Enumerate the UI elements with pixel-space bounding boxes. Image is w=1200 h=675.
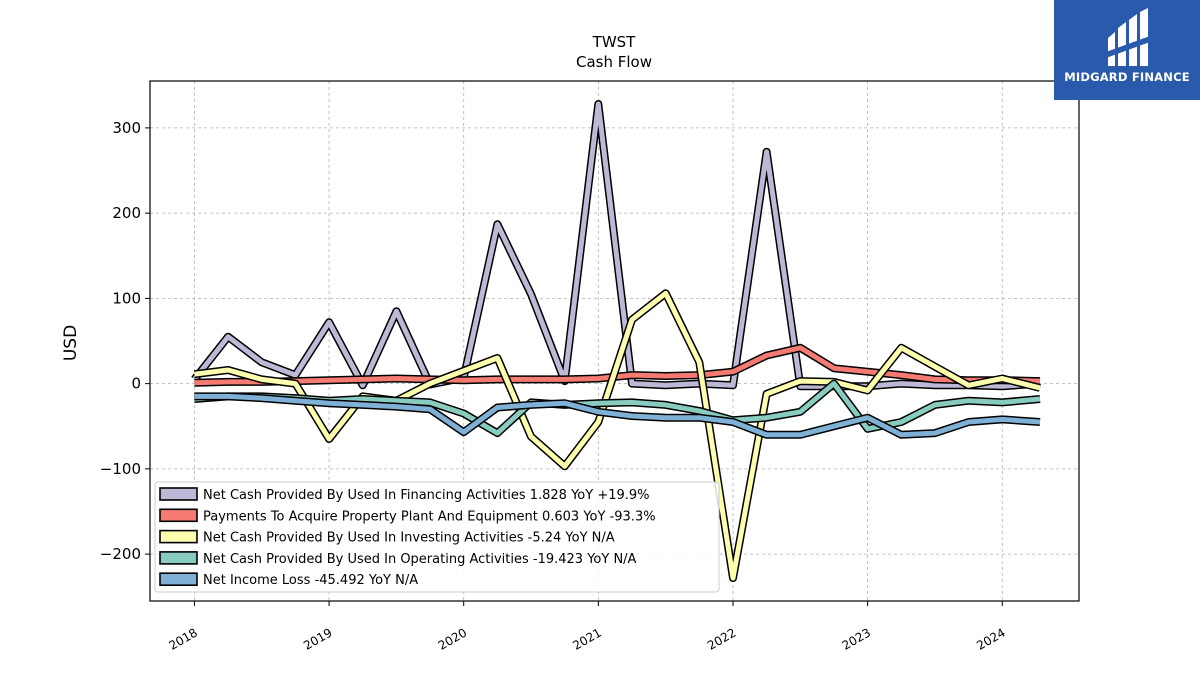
series-line bbox=[194, 393, 1041, 438]
x-tick-label: 2020 bbox=[436, 625, 469, 652]
legend-entry: Net Cash Provided By Used In Investing A… bbox=[159, 529, 615, 546]
legend-swatch bbox=[159, 508, 198, 523]
series-line bbox=[194, 290, 1041, 581]
y-tick-label: 200 bbox=[112, 204, 141, 222]
legend-entry: Net Cash Provided By Used In Financing A… bbox=[159, 487, 650, 503]
y-tick-label: −100 bbox=[100, 460, 141, 478]
chart-subtitle: Cash Flow bbox=[576, 53, 652, 71]
y-tick-label: 300 bbox=[112, 119, 141, 137]
brand-name: MIDGARD FINANCE bbox=[1064, 70, 1190, 84]
series-lines bbox=[191, 100, 1041, 582]
legend-entry: Payments To Acquire Property Plant And E… bbox=[159, 508, 656, 524]
x-tick-label: 2023 bbox=[840, 625, 873, 652]
x-axis-ticks: 2018 2019 2020 2021 2022 2023 2024 bbox=[166, 601, 1008, 653]
y-tick-label: −200 bbox=[100, 545, 141, 563]
chart-title: TWST bbox=[592, 33, 637, 51]
legend-entry: Net Cash Provided By Used In Operating A… bbox=[159, 551, 637, 567]
y-axis-label: USD bbox=[61, 325, 81, 361]
y-axis-ticks: 300 200 100 0 −100 −200 bbox=[100, 119, 150, 563]
y-tick-label: 0 bbox=[131, 375, 141, 393]
legend-frame bbox=[154, 481, 720, 593]
brand-logo: MIDGARD FINANCE bbox=[1054, 0, 1200, 100]
legend-swatch bbox=[159, 551, 198, 565]
legend-label: Net Cash Provided By Used In Investing A… bbox=[203, 531, 615, 546]
legend-label: Payments To Acquire Property Plant And E… bbox=[203, 509, 656, 524]
plot-frame bbox=[149, 80, 1080, 602]
legend-label: Net Cash Provided By Used In Operating A… bbox=[203, 552, 637, 567]
legend-swatch bbox=[159, 529, 198, 544]
chart-legend: Net Cash Provided By Used In Financing A… bbox=[154, 481, 720, 593]
x-tick-label: 2019 bbox=[301, 625, 334, 652]
x-tick-label: 2022 bbox=[705, 625, 738, 652]
legend-label: Net Cash Provided By Used In Financing A… bbox=[203, 488, 650, 503]
x-tick-label: 2018 bbox=[166, 625, 199, 652]
series-2 bbox=[193, 289, 1041, 582]
legend-entry: Net Income Loss -45.492 YoY N/A bbox=[159, 572, 418, 588]
x-tick-label: 2024 bbox=[974, 625, 1007, 652]
series-0 bbox=[191, 100, 1041, 391]
legend-label: Net Income Loss -45.492 YoY N/A bbox=[203, 573, 418, 588]
legend-swatch bbox=[159, 572, 198, 587]
x-tick-label: 2021 bbox=[570, 625, 603, 652]
legend-swatch bbox=[159, 487, 198, 501]
midgard-logo-icon bbox=[1106, 8, 1150, 66]
series-4 bbox=[194, 392, 1041, 439]
y-tick-label: 100 bbox=[112, 289, 141, 307]
series-line bbox=[192, 101, 1041, 389]
